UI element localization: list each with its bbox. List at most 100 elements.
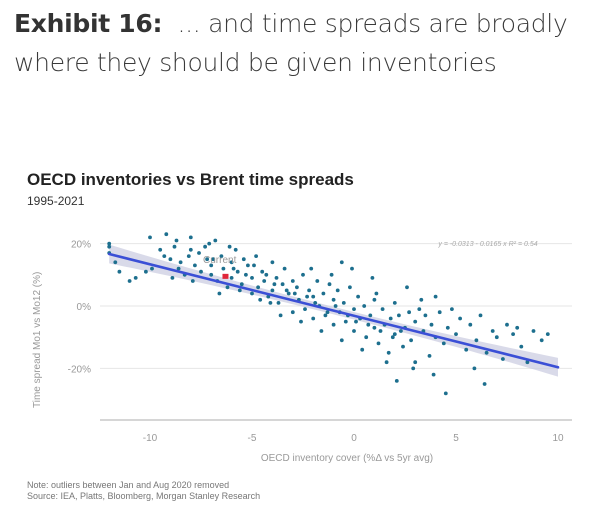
data-point <box>295 285 299 290</box>
data-point <box>531 329 536 333</box>
data-point <box>431 372 436 377</box>
data-point <box>190 279 195 283</box>
data-point <box>472 366 477 371</box>
data-point <box>341 301 346 305</box>
data-point <box>270 288 275 293</box>
data-point <box>286 291 291 296</box>
data-point <box>329 272 334 277</box>
data-point <box>490 329 495 333</box>
data-point <box>417 307 422 311</box>
data-point <box>186 254 191 258</box>
data-point <box>378 329 383 333</box>
data-point <box>193 263 197 268</box>
data-point <box>274 276 279 280</box>
data-point <box>372 325 377 330</box>
data-point <box>299 319 303 324</box>
data-point <box>239 282 244 287</box>
data-point <box>117 269 122 274</box>
data-point <box>254 254 258 258</box>
data-point <box>280 282 285 287</box>
data-point <box>260 269 265 274</box>
data-point <box>311 316 316 321</box>
data-point <box>158 247 163 252</box>
data-point <box>244 272 248 277</box>
data-point <box>468 322 473 327</box>
data-point <box>284 288 289 293</box>
data-point <box>305 294 309 299</box>
data-point <box>311 294 316 299</box>
data-point <box>356 294 360 299</box>
data-point <box>321 291 326 296</box>
data-point <box>150 266 154 271</box>
data-point <box>217 291 222 296</box>
data-point <box>454 332 458 336</box>
data-point <box>268 301 273 305</box>
data-point <box>354 319 358 324</box>
data-point <box>374 291 379 296</box>
x-tick-label: 10 <box>552 433 564 444</box>
data-point <box>237 288 242 293</box>
data-point <box>352 307 356 311</box>
data-point <box>319 329 324 333</box>
data-point <box>505 322 509 327</box>
data-point <box>539 338 544 343</box>
data-point <box>429 322 434 327</box>
data-point <box>264 272 269 277</box>
data-point <box>164 232 169 237</box>
data-point <box>376 341 381 346</box>
data-point <box>525 360 530 365</box>
data-point <box>227 244 232 249</box>
data-point <box>205 257 210 262</box>
data-point <box>392 332 397 336</box>
data-point <box>133 276 138 280</box>
data-point <box>225 285 230 290</box>
data-point <box>348 285 352 290</box>
data-point <box>388 316 393 321</box>
data-point <box>325 310 330 315</box>
data-point <box>178 260 183 265</box>
data-point <box>276 301 281 305</box>
data-point <box>545 332 550 336</box>
data-point <box>313 301 318 305</box>
data-point <box>252 263 256 268</box>
data-point <box>309 266 314 271</box>
data-point <box>366 322 371 327</box>
data-point <box>423 313 428 318</box>
trend-line-group <box>107 252 560 369</box>
data-point <box>458 316 462 321</box>
data-point <box>213 238 218 243</box>
data-point <box>343 319 348 324</box>
data-point <box>188 247 193 252</box>
data-point <box>409 338 413 343</box>
chart-footnote: Note: outliers between Jan and Aug 2020 … <box>27 480 260 502</box>
exhibit-label: Exhibit 16: <box>14 9 163 38</box>
data-point <box>229 260 234 265</box>
data-point <box>233 247 238 252</box>
chart-title: OECD inventories vs Brent time spreads <box>27 170 354 189</box>
data-point <box>484 350 489 355</box>
data-point <box>148 235 152 240</box>
data-point <box>407 310 411 315</box>
data-point <box>368 313 373 318</box>
data-point <box>207 241 212 246</box>
data-point <box>209 272 214 277</box>
current-marker <box>222 273 229 279</box>
data-point <box>360 347 365 352</box>
axis-ticks: 20% 0% -20% -10 -5 0 5 10 <box>68 240 564 444</box>
data-point <box>437 310 442 315</box>
data-point <box>474 338 479 343</box>
data-point <box>372 297 377 302</box>
data-point <box>113 260 118 265</box>
data-point <box>235 269 240 274</box>
data-point <box>511 332 515 336</box>
data-point <box>168 257 173 262</box>
current-marker-group <box>222 273 229 279</box>
data-point <box>144 269 148 274</box>
x-tick-label: -10 <box>143 433 158 444</box>
data-point <box>419 297 424 302</box>
data-point <box>323 313 328 318</box>
data-point <box>290 310 295 315</box>
data-point <box>350 266 354 271</box>
data-point <box>258 297 263 302</box>
chart-subtitle: 1995-2021 <box>27 194 85 208</box>
